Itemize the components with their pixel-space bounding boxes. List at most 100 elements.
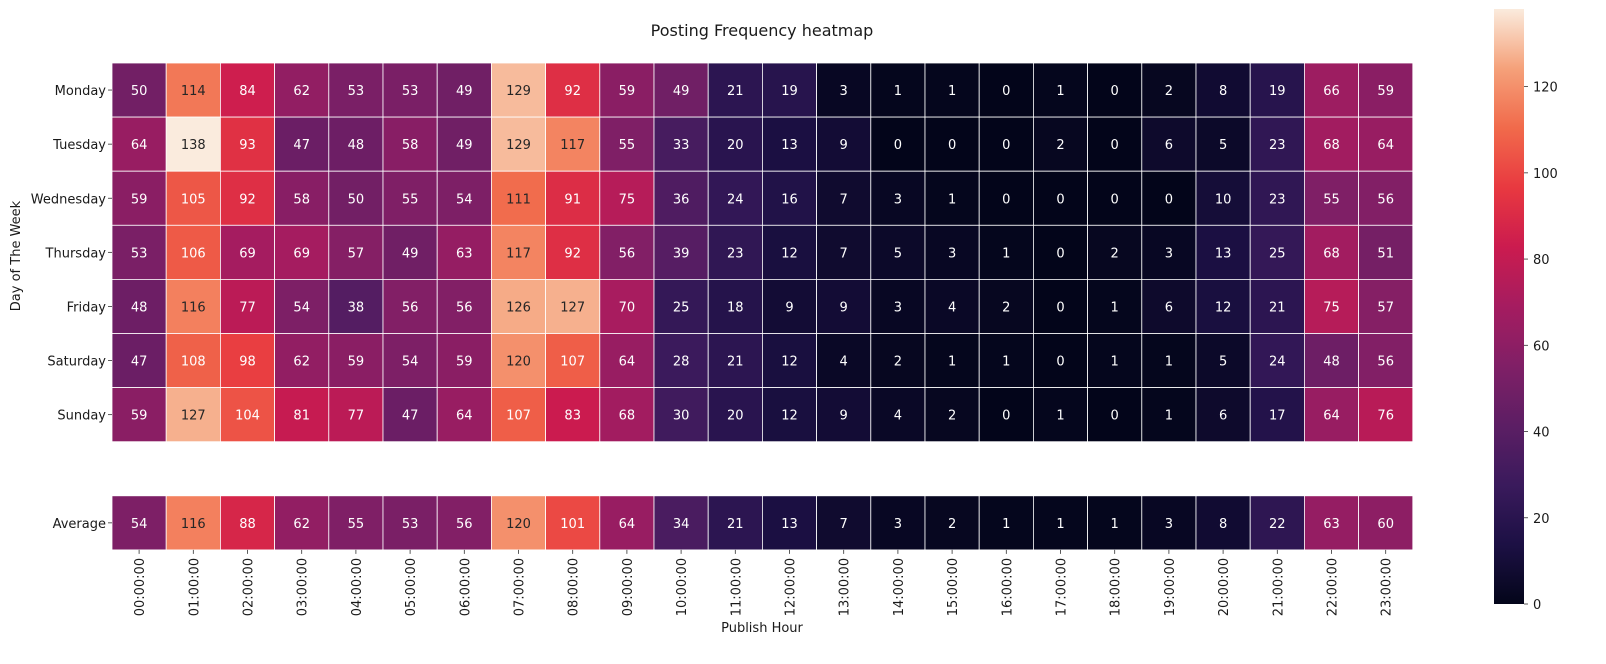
cell-value-label: 0: [1111, 138, 1119, 153]
cell-value-label: 64: [456, 409, 473, 424]
x-tick-label: 02:00:00: [242, 558, 257, 616]
colorbar: [1494, 9, 1524, 604]
cell-value-label: 18: [727, 300, 744, 315]
cell-value-label: 23: [1269, 138, 1286, 153]
cell-value-label: 5: [1219, 355, 1227, 370]
cell-value-label: 54: [402, 355, 419, 370]
cell-value-label: 56: [402, 300, 419, 315]
heatmap-cell: [382, 170, 438, 226]
cell-value-label: 49: [456, 84, 473, 99]
heatmap-cell: [1195, 495, 1251, 551]
x-tick-label: 18:00:00: [1109, 558, 1124, 616]
cell-value-label: 64: [1377, 138, 1394, 153]
x-tick-label: 06:00:00: [458, 558, 473, 616]
y-tick-label: Monday: [55, 84, 107, 99]
heatmap-cell: [816, 495, 872, 551]
heatmap-cell: [219, 62, 275, 118]
heatmap-cell: [924, 170, 980, 226]
cell-value-label: 0: [1056, 192, 1064, 207]
x-tick-label: 07:00:00: [513, 558, 528, 616]
cell-value-label: 81: [293, 409, 310, 424]
cell-value-label: 12: [781, 246, 798, 261]
y-tick-label: Thursday: [45, 246, 107, 261]
cell-value-label: 20: [727, 138, 744, 153]
cell-value-label: 3: [894, 300, 902, 315]
cell-value-label: 127: [560, 300, 585, 315]
x-tick-label: 15:00:00: [946, 558, 961, 616]
cell-value-label: 36: [673, 192, 690, 207]
heatmap-cell: [1304, 495, 1360, 551]
heatmap-cell: [111, 116, 167, 172]
cell-value-label: 0: [1056, 355, 1064, 370]
cell-value-label: 111: [506, 192, 531, 207]
cell-value-label: 28: [673, 355, 690, 370]
cell-value-label: 2: [894, 355, 902, 370]
x-tick-label: 08:00:00: [567, 558, 582, 616]
cell-value-label: 0: [1002, 84, 1010, 99]
heatmap-cell: [978, 224, 1034, 280]
heatmap-cell: [436, 224, 492, 280]
heatmap-cell: [1033, 62, 1089, 118]
cell-value-label: 69: [293, 246, 310, 261]
heatmap-cell: [924, 387, 980, 443]
cell-value-label: 48: [131, 300, 148, 315]
cell-value-label: 1: [894, 84, 902, 99]
cell-value-label: 8: [1219, 84, 1227, 99]
cell-value-label: 56: [1377, 355, 1394, 370]
cell-value-label: 8: [1219, 517, 1227, 532]
heatmap-cell: [762, 495, 818, 551]
x-tick-label: 05:00:00: [404, 558, 419, 616]
heatmap-cell: [1249, 62, 1305, 118]
cell-value-label: 129: [506, 84, 531, 99]
cell-value-label: 104: [235, 409, 260, 424]
x-tick-label: 11:00:00: [729, 558, 744, 616]
heatmap-cell: [1358, 333, 1414, 388]
cell-value-label: 6: [1219, 409, 1227, 424]
cell-value-label: 0: [1056, 300, 1064, 315]
cell-value-label: 54: [293, 300, 310, 315]
heatmap-cell: [599, 495, 655, 551]
heatmap-cell: [816, 333, 872, 388]
heatmap-cell: [1249, 224, 1305, 280]
cell-value-label: 70: [619, 300, 636, 315]
cell-value-label: 59: [131, 409, 148, 424]
heatmap-cell: [328, 224, 384, 280]
cell-value-label: 55: [402, 192, 419, 207]
cell-value-label: 49: [402, 246, 419, 261]
heatmap-cell: [1358, 495, 1414, 551]
cell-value-label: 39: [673, 246, 690, 261]
heatmap-cell: [111, 387, 167, 443]
cell-value-label: 55: [348, 517, 365, 532]
heatmap-cell: [219, 278, 275, 334]
heatmap-cell: [436, 170, 492, 226]
cell-value-label: 38: [348, 300, 365, 315]
cell-value-label: 57: [348, 246, 365, 261]
cell-value-label: 53: [402, 517, 419, 532]
cell-value-label: 2: [1111, 246, 1119, 261]
heatmap-cell: [545, 333, 601, 388]
cell-value-label: 62: [293, 355, 310, 370]
heatmap-cell: [490, 170, 546, 226]
heatmap-cell: [762, 387, 818, 443]
heatmap-cell: [328, 387, 384, 443]
heatmap-cell: [599, 224, 655, 280]
cell-value-label: 2: [948, 409, 956, 424]
heatmap-cell: [762, 116, 818, 172]
heatmap-cell: [653, 387, 709, 443]
heatmap-cell: [653, 224, 709, 280]
cell-value-label: 2: [1165, 84, 1173, 99]
cell-value-label: 88: [239, 517, 256, 532]
heatmap-cell: [1304, 387, 1360, 443]
cell-value-label: 58: [293, 192, 310, 207]
cell-value-label: 59: [619, 84, 636, 99]
heatmap-cell: [1249, 333, 1305, 388]
cell-value-label: 10: [1215, 192, 1232, 207]
heatmap-cell: [1141, 224, 1197, 280]
cell-value-label: 24: [727, 192, 744, 207]
heatmap-cell: [382, 387, 438, 443]
cell-value-label: 0: [1002, 409, 1010, 424]
cell-value-label: 54: [131, 517, 148, 532]
heatmap-cell: [1087, 116, 1143, 172]
cell-value-label: 59: [456, 355, 473, 370]
